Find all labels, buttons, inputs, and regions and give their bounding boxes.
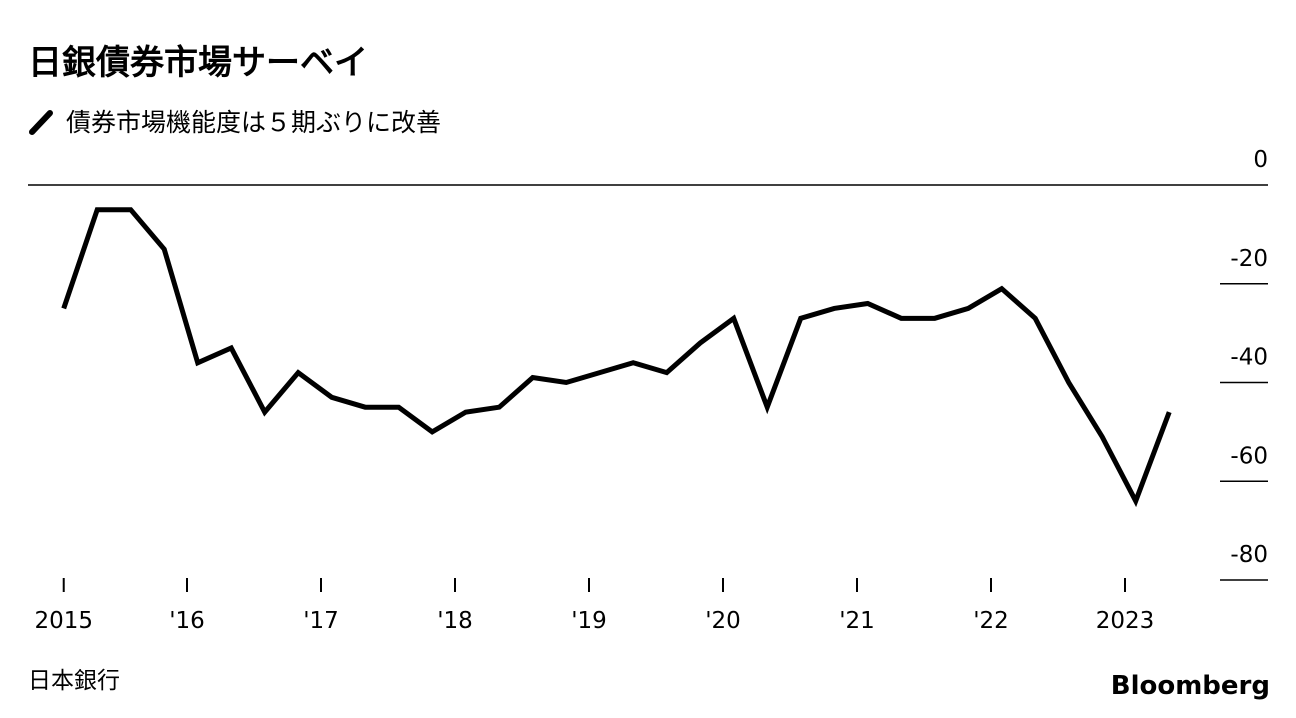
y-tick-label: -60 [1230, 443, 1268, 469]
x-tick-label: '21 [839, 608, 875, 634]
brand: Bloomberg [1111, 671, 1270, 701]
legend-icon [29, 110, 53, 135]
x-tick-label: '17 [303, 608, 339, 634]
x-tick-label: 2023 [1096, 608, 1155, 634]
y-tick-label: -40 [1230, 345, 1268, 371]
source: 日本銀行 [28, 668, 120, 694]
legend-label: 債券市場機能度は５期ぶりに改善 [66, 108, 441, 137]
chart-title: 日銀債券市場サーベイ [28, 43, 368, 83]
y-tick-label: -20 [1230, 246, 1268, 272]
x-tick-label: '22 [973, 608, 1009, 634]
x-tick-label: 2015 [34, 608, 93, 634]
x-tick-label: '16 [169, 608, 205, 634]
x-tick-label: '18 [437, 608, 473, 634]
data-line [61, 207, 1172, 508]
y-tick-label: -80 [1230, 542, 1268, 568]
x-tick-label: '19 [571, 608, 607, 634]
y-tick-label: 0 [1253, 147, 1268, 173]
x-tick-label: '20 [705, 608, 741, 634]
